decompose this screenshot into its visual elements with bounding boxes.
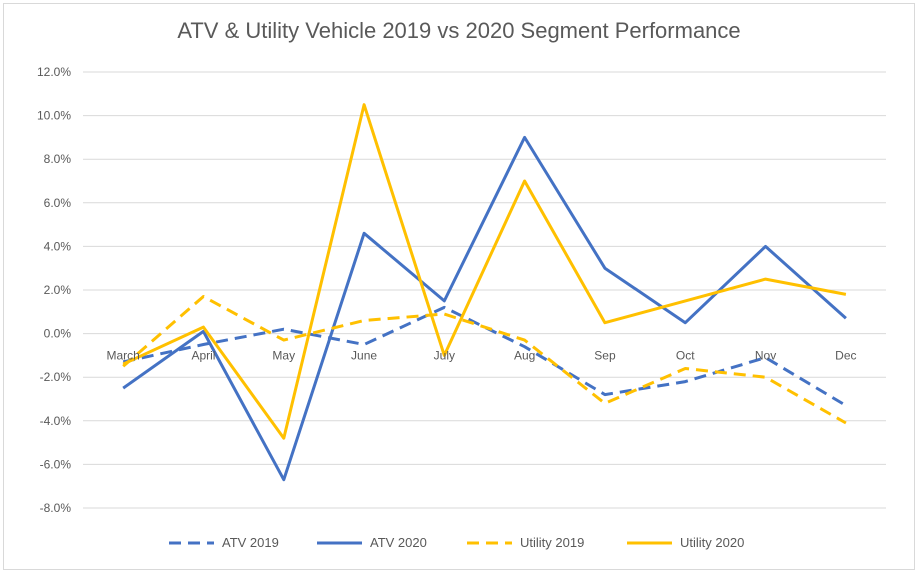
x-tick-label: May xyxy=(272,349,295,363)
legend-label: Utility 2020 xyxy=(680,535,744,550)
series-line-atv-2019 xyxy=(122,305,847,407)
x-tick-label: Nov xyxy=(755,349,776,363)
x-tick-label: Sep xyxy=(594,349,616,363)
y-tick-label: 6.0% xyxy=(44,196,72,210)
x-tick-label: April xyxy=(191,349,215,363)
x-tick-label: June xyxy=(351,349,377,363)
line-chart: ATV & Utility Vehicle 2019 vs 2020 Segme… xyxy=(37,18,886,550)
y-tick-label: 8.0% xyxy=(44,152,72,166)
y-tick-label: -8.0% xyxy=(40,501,72,515)
y-tick-label: 0.0% xyxy=(44,327,72,341)
y-tick-label: 4.0% xyxy=(44,239,72,253)
series-line-utility-2020 xyxy=(122,103,847,440)
y-tick-label: 12.0% xyxy=(37,65,71,79)
x-tick-label: March xyxy=(106,349,139,363)
x-tick-label: Oct xyxy=(676,349,695,363)
series-line-utility-2019 xyxy=(122,295,847,425)
legend-label: ATV 2019 xyxy=(222,535,279,550)
y-tick-label: -2.0% xyxy=(40,370,72,384)
x-tick-label: Aug xyxy=(514,349,535,363)
y-tick-label: -6.0% xyxy=(40,457,72,471)
chart-frame: ATV & Utility Vehicle 2019 vs 2020 Segme… xyxy=(3,3,915,570)
chart-title: ATV & Utility Vehicle 2019 vs 2020 Segme… xyxy=(177,18,740,43)
y-tick-label: 2.0% xyxy=(44,283,72,297)
legend-label: Utility 2019 xyxy=(520,535,584,550)
x-tick-label: July xyxy=(434,349,455,363)
series-line-atv-2020 xyxy=(122,135,847,482)
x-tick-label: Dec xyxy=(835,349,856,363)
y-tick-label: -4.0% xyxy=(40,414,72,428)
y-tick-label: 10.0% xyxy=(37,109,71,123)
legend-label: ATV 2020 xyxy=(370,535,427,550)
